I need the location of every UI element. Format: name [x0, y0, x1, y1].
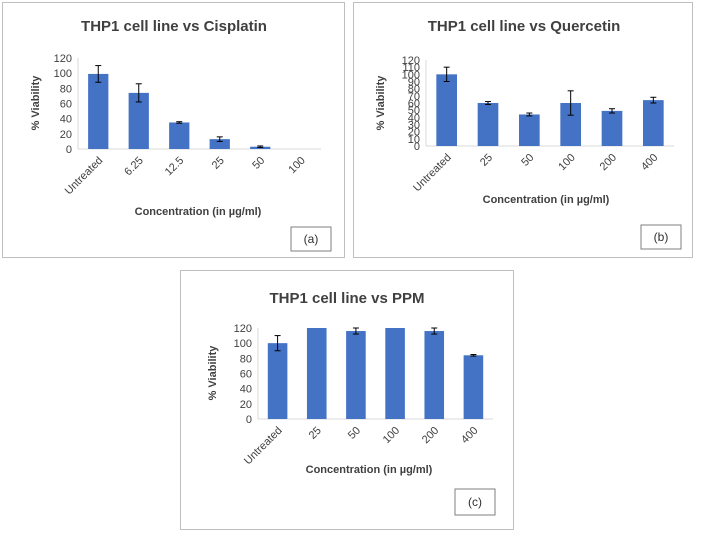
y-tick-label: 100 — [234, 338, 252, 350]
panel-label: (c) — [468, 495, 482, 509]
y-axis-title: % Viability — [30, 75, 42, 131]
y-tick-label: 100 — [402, 69, 420, 81]
bar — [477, 103, 499, 146]
x-tick-label: 200 — [420, 425, 441, 446]
x-tick-label: 100 — [286, 155, 307, 176]
bar — [519, 114, 540, 146]
y-tick-label: 40 — [408, 112, 420, 124]
y-tick-label: 0 — [66, 144, 72, 156]
chart-a: THP1 cell line vs Cisplatin 0 20 40 60 80 100 1… — [30, 18, 332, 252]
y-tick-label: 0 — [246, 414, 252, 426]
y-tick-label: 110 — [402, 62, 420, 74]
x-tick-label: 200 — [598, 152, 619, 173]
y-tick-label: 70 — [408, 91, 420, 103]
x-axis-title: Concentration (in µg/ml) — [483, 194, 610, 206]
y-tick-label: 40 — [60, 114, 72, 126]
bar — [560, 103, 581, 146]
y-tick-label: 120 — [54, 53, 72, 65]
x-axis-title: Concentration (in µg/ml) — [306, 464, 433, 476]
x-tick-label: 50 — [250, 155, 267, 172]
x-tick-label: 25 — [210, 155, 227, 172]
chart-title: THP1 cell line vs Cisplatin — [81, 18, 267, 35]
x-tick-label: Untreated — [242, 425, 285, 468]
y-axis-title: % Viability — [207, 345, 219, 401]
bar — [267, 343, 288, 419]
panel-label: (a) — [304, 232, 319, 246]
chart-panel-a: THP1 cell line vs Cisplatin 0 20 40 60 80 100 1… — [2, 2, 345, 258]
panel-label-box — [290, 226, 332, 252]
bar — [424, 331, 445, 419]
x-tick-label: 100 — [556, 152, 577, 173]
x-tick-label: 100 — [381, 425, 402, 446]
y-tick-label: 80 — [408, 84, 420, 96]
chart-title: THP1 cell line vs Quercetin — [428, 18, 621, 35]
y-tick-label: 120 — [234, 323, 252, 335]
x-tick-label: 12.5 — [163, 155, 187, 179]
bar — [209, 139, 230, 149]
panel-label-box — [640, 224, 682, 250]
chart-b: THP1 cell line vs Quercetin0102030405060… — [375, 18, 682, 250]
bar — [128, 92, 149, 149]
y-tick-label: 100 — [54, 68, 72, 80]
panel-label-box — [454, 488, 496, 516]
bar — [436, 74, 457, 146]
y-tick-label: 20 — [60, 129, 72, 141]
panel-label: (b) — [654, 230, 669, 244]
bar — [306, 328, 327, 419]
chart-c: THP1 cell line vs PPM 0 20 40 60 80 100 120 Untr… — [207, 290, 496, 516]
y-tick-label: 30 — [408, 120, 420, 132]
bar — [88, 73, 109, 149]
bar — [169, 122, 190, 149]
x-tick-label: 400 — [459, 425, 480, 446]
x-tick-label: 6.25 — [122, 155, 146, 179]
bar — [643, 100, 664, 146]
y-tick-label: 40 — [240, 384, 252, 396]
y-tick-label: 50 — [408, 105, 420, 117]
y-tick-label: 60 — [60, 99, 72, 111]
x-tick-label: 50 — [519, 152, 536, 169]
y-tick-label: 90 — [408, 77, 420, 89]
chart-title: THP1 cell line vs PPM — [269, 290, 424, 307]
x-axis-title: Concentration (in µg/ml) — [135, 206, 262, 218]
y-tick-label: 20 — [408, 127, 420, 139]
y-tick-label: 10 — [408, 134, 420, 146]
x-tick-label: Untreated — [411, 152, 454, 195]
chart-panel-b: THP1 cell line vs Quercetin 0 10 20 30 40 50 60… — [353, 2, 693, 258]
y-axis-title: % Viability — [375, 75, 387, 131]
y-tick-label: 0 — [414, 141, 420, 153]
y-tick-label: 80 — [60, 83, 72, 95]
y-tick-label: 20 — [240, 399, 252, 411]
y-tick-label: 80 — [240, 353, 252, 365]
x-tick-label: 25 — [478, 152, 495, 169]
x-tick-label: Untreated — [63, 155, 106, 198]
x-tick-label: 50 — [346, 425, 363, 442]
bar — [601, 110, 623, 146]
bar — [385, 328, 405, 419]
y-tick-label: 60 — [408, 98, 420, 110]
chart-panel-c: THP1 cell line vs PPM 0 20 40 60 80 100 120 Untr… — [180, 270, 514, 530]
bar — [463, 355, 484, 419]
y-tick-label: 120 — [402, 55, 420, 67]
bar — [346, 331, 366, 419]
x-tick-label: 400 — [639, 152, 660, 173]
y-tick-label: 60 — [240, 369, 252, 381]
x-tick-label: 25 — [307, 425, 324, 442]
